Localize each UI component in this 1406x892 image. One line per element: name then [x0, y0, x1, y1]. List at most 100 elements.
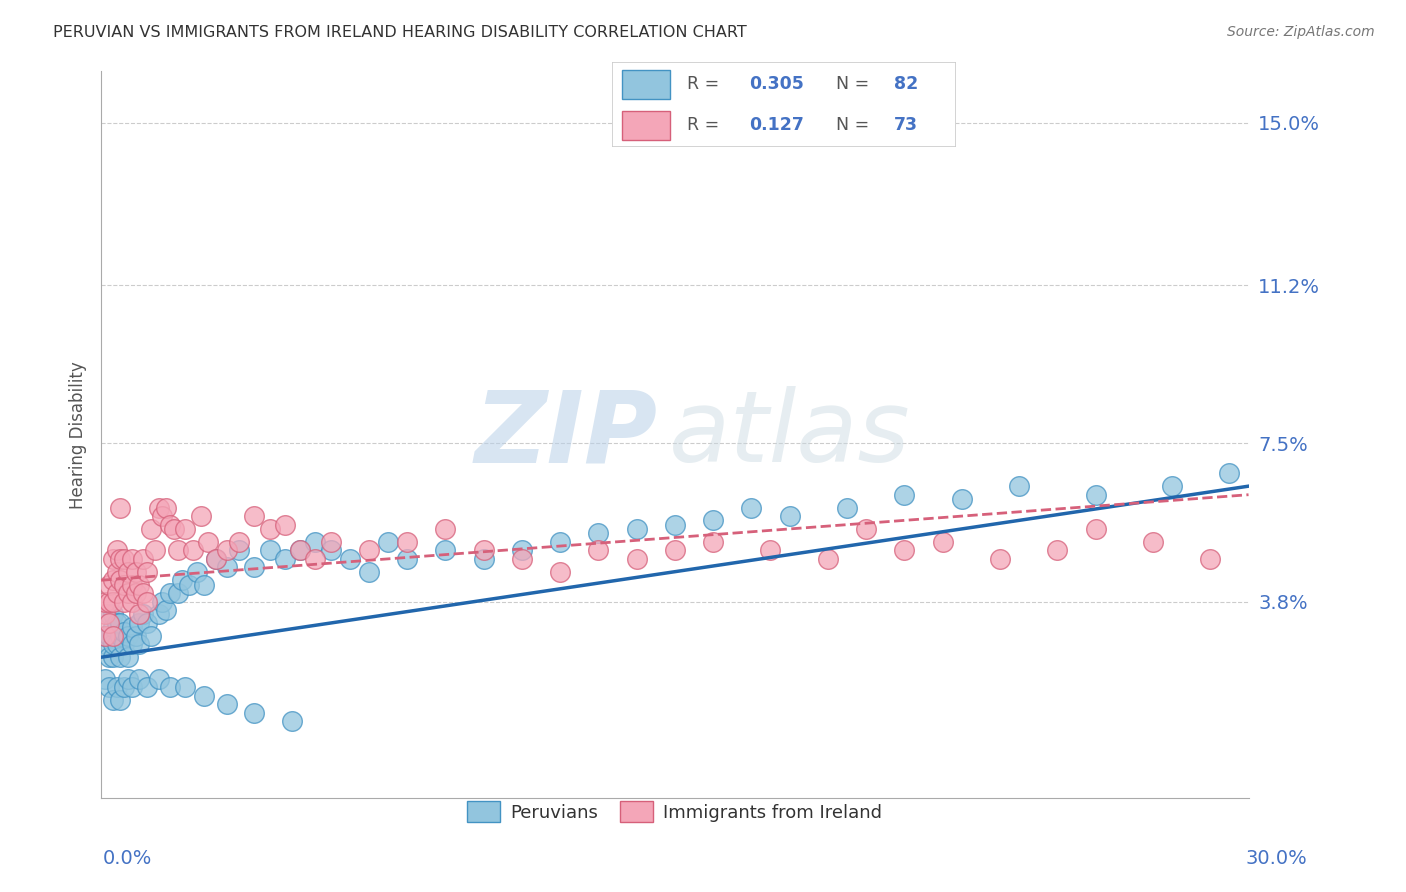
- Point: [94, 607, 117, 622]
- Point: [136, 565, 159, 579]
- Point: [274, 517, 297, 532]
- Point: [197, 534, 219, 549]
- Text: N =: N =: [835, 116, 875, 134]
- Point: [319, 534, 342, 549]
- Point: [105, 586, 128, 600]
- Point: [377, 534, 399, 549]
- Point: [193, 689, 215, 703]
- Text: 0.0%: 0.0%: [103, 849, 152, 868]
- Point: [148, 500, 170, 515]
- Point: [1046, 543, 1069, 558]
- Point: [94, 629, 117, 643]
- Text: PERUVIAN VS IMMIGRANTS FROM IRELAND HEARING DISABILITY CORRELATION CHART: PERUVIAN VS IMMIGRANTS FROM IRELAND HEAR…: [53, 25, 747, 40]
- Point: [339, 552, 361, 566]
- Point: [396, 552, 419, 566]
- Text: 82: 82: [894, 76, 918, 94]
- Point: [101, 552, 124, 566]
- Point: [132, 607, 155, 622]
- Point: [217, 560, 239, 574]
- Text: 73: 73: [894, 116, 918, 134]
- FancyBboxPatch shape: [621, 111, 671, 139]
- Point: [124, 586, 146, 600]
- Point: [136, 615, 159, 630]
- Point: [664, 517, 686, 532]
- Point: [319, 543, 342, 558]
- Text: Source: ZipAtlas.com: Source: ZipAtlas.com: [1227, 25, 1375, 39]
- Point: [112, 680, 135, 694]
- Point: [101, 637, 124, 651]
- Point: [186, 565, 208, 579]
- FancyBboxPatch shape: [612, 62, 956, 147]
- Point: [97, 629, 120, 643]
- Point: [166, 586, 188, 600]
- Point: [159, 586, 181, 600]
- Point: [740, 500, 762, 515]
- Point: [835, 500, 858, 515]
- Point: [548, 565, 571, 579]
- Point: [664, 543, 686, 558]
- Point: [128, 607, 150, 622]
- Point: [152, 594, 174, 608]
- Point: [472, 552, 495, 566]
- Point: [170, 574, 193, 588]
- Point: [128, 615, 150, 630]
- Point: [702, 534, 724, 549]
- Point: [893, 488, 915, 502]
- Point: [124, 565, 146, 579]
- Point: [510, 552, 533, 566]
- Point: [117, 672, 139, 686]
- Point: [288, 543, 311, 558]
- Point: [97, 577, 120, 591]
- Point: [112, 624, 135, 639]
- Point: [155, 500, 177, 515]
- Point: [759, 543, 782, 558]
- Point: [94, 594, 117, 608]
- Point: [1199, 552, 1222, 566]
- Point: [101, 607, 124, 622]
- Point: [101, 629, 124, 643]
- Point: [396, 534, 419, 549]
- Point: [94, 637, 117, 651]
- Point: [510, 543, 533, 558]
- Point: [128, 672, 150, 686]
- Point: [94, 629, 117, 643]
- Point: [588, 526, 610, 541]
- Point: [166, 543, 188, 558]
- Point: [117, 629, 139, 643]
- Point: [110, 615, 132, 630]
- Point: [117, 565, 139, 579]
- Text: 0.127: 0.127: [749, 116, 804, 134]
- Point: [101, 620, 124, 634]
- Point: [110, 650, 132, 665]
- Point: [548, 534, 571, 549]
- Point: [174, 522, 197, 536]
- Point: [110, 574, 132, 588]
- Point: [228, 543, 250, 558]
- Point: [121, 577, 143, 591]
- Point: [1161, 479, 1184, 493]
- Point: [101, 693, 124, 707]
- Point: [139, 629, 162, 643]
- Point: [1084, 488, 1107, 502]
- Legend: Peruvians, Immigrants from Ireland: Peruvians, Immigrants from Ireland: [460, 794, 890, 830]
- Point: [288, 543, 311, 558]
- Point: [1084, 522, 1107, 536]
- Point: [855, 522, 877, 536]
- Point: [112, 637, 135, 651]
- Point: [1008, 479, 1031, 493]
- Point: [304, 552, 326, 566]
- Point: [243, 509, 266, 524]
- Text: ZIP: ZIP: [475, 386, 658, 483]
- Point: [174, 680, 197, 694]
- Point: [132, 586, 155, 600]
- Point: [105, 543, 128, 558]
- Point: [434, 522, 457, 536]
- Point: [190, 509, 212, 524]
- Point: [110, 552, 132, 566]
- Point: [357, 565, 380, 579]
- Point: [193, 577, 215, 591]
- Point: [163, 522, 186, 536]
- Point: [112, 577, 135, 591]
- Point: [101, 594, 124, 608]
- Point: [97, 607, 120, 622]
